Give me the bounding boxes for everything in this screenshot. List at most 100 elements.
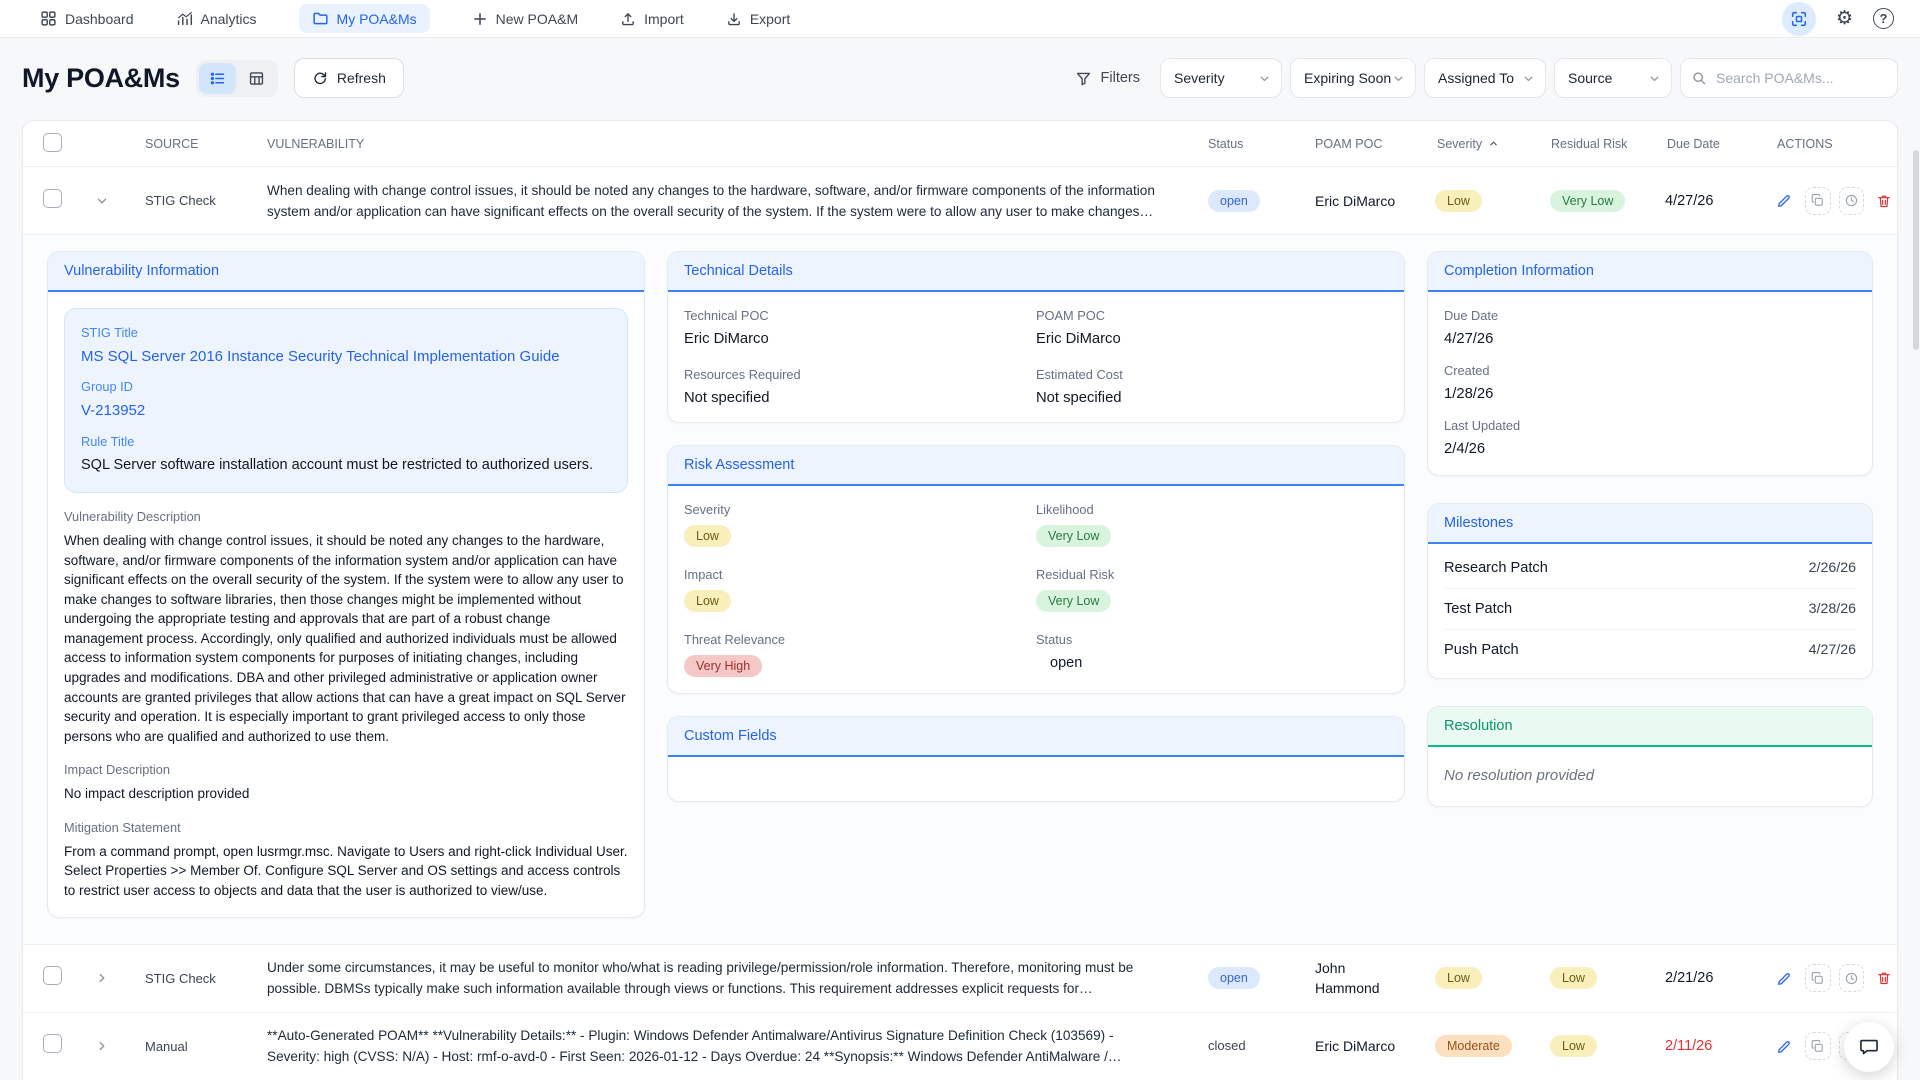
- navbar-right-icons: ⚙ ?: [1781, 1, 1894, 36]
- assigned-to-filter-dropdown[interactable]: Assigned To: [1424, 58, 1546, 98]
- row-severity-badge: Moderate: [1435, 1035, 1512, 1057]
- chevron-down-icon: [1258, 72, 1271, 85]
- column-header-severity[interactable]: Severity: [1417, 137, 1531, 151]
- custom-fields-panel: Custom Fields: [667, 716, 1405, 802]
- source-filter-dropdown[interactable]: Source: [1554, 58, 1672, 98]
- search-input[interactable]: [1716, 70, 1887, 86]
- help-icon[interactable]: ?: [1873, 8, 1894, 29]
- chevron-right-icon[interactable]: [95, 971, 125, 985]
- column-header-poam-poc: POAM POC: [1315, 136, 1383, 151]
- residual-risk-badge: Very Low: [1036, 590, 1112, 612]
- chevron-down-icon[interactable]: [95, 194, 125, 208]
- panel-title: Completion Information: [1428, 252, 1872, 292]
- impact-badge: Low: [684, 590, 731, 612]
- detail-middle-column: Technical Details Technical POC Eric DiMa…: [667, 251, 1405, 802]
- row-due-date: 4/27/26: [1665, 192, 1714, 209]
- group-id-value: V-213952: [81, 402, 146, 420]
- mitigation-statement-label: Mitigation Statement: [64, 819, 181, 835]
- nav-item-analytics[interactable]: Analytics: [176, 10, 257, 27]
- created-value: 1/28/26: [1444, 386, 1494, 402]
- milestone-row: Push Patch 4/27/26: [1444, 630, 1856, 670]
- vulnerability-description-label: Vulnerability Description: [64, 509, 201, 525]
- stig-title-label: STIG Title: [81, 325, 138, 340]
- likelihood-label: Likelihood: [1036, 502, 1094, 517]
- nav-item-my-poams[interactable]: My POA&Ms: [298, 4, 430, 33]
- last-updated-value: 2/4/26: [1444, 441, 1486, 457]
- resolution-panel: Resolution No resolution provided: [1427, 706, 1873, 807]
- threat-relevance-badge: Very High: [684, 655, 763, 677]
- scrollbar-thumb[interactable]: [1913, 150, 1919, 350]
- panel-title: Vulnerability Information: [48, 252, 644, 292]
- nav-label: Export: [749, 10, 791, 27]
- row-checkbox[interactable]: [43, 1034, 62, 1053]
- milestone-date: 2/26/26: [1808, 560, 1856, 576]
- search-icon: [1691, 70, 1707, 86]
- threat-relevance-label: Threat Relevance: [684, 632, 786, 647]
- delete-trash-icon[interactable]: [1872, 964, 1897, 992]
- table-row[interactable]: STIG Check When dealing with change cont…: [23, 167, 1897, 235]
- row-source: STIG Check: [145, 193, 216, 208]
- refresh-button[interactable]: Refresh: [293, 58, 404, 98]
- history-clock-icon[interactable]: [1838, 964, 1864, 992]
- nav-item-dashboard[interactable]: Dashboard: [40, 10, 134, 27]
- group-id-label: Group ID: [81, 379, 133, 395]
- row-residual-risk-badge: Low: [1550, 967, 1597, 989]
- technical-poc-label: Technical POC: [684, 308, 769, 323]
- milestone-date: 3/28/26: [1808, 601, 1856, 617]
- detail-right-column: Completion Information Due Date 4/27/26 C…: [1427, 251, 1873, 807]
- table-view-button[interactable]: [238, 63, 275, 94]
- row-residual-risk-badge: Low: [1550, 1035, 1597, 1057]
- panel-title: Risk Assessment: [668, 446, 1404, 486]
- poam-table-card: SOURCE VULNERABILITY Status POAM POC Sev…: [22, 120, 1898, 1080]
- estimated-cost-value: Not specified: [1036, 390, 1122, 406]
- view-toggle-group: [195, 59, 278, 97]
- expiring-soon-filter-dropdown[interactable]: Expiring Soon: [1290, 58, 1416, 98]
- poam-poc-value: Eric DiMarco: [1036, 331, 1121, 347]
- row-source: Manual: [145, 1038, 188, 1054]
- nav-item-new-poam[interactable]: New POA&M: [472, 11, 578, 27]
- dropdown-value: Assigned To: [1438, 70, 1515, 86]
- table-row[interactable]: Manual **Auto-Generated POAM** **Vulnera…: [23, 1013, 1897, 1080]
- list-view-button[interactable]: [198, 62, 236, 94]
- severity-label: Severity: [684, 502, 731, 517]
- row-actions: [1757, 186, 1897, 215]
- filter-funnel-icon: [1075, 70, 1092, 87]
- filters-button[interactable]: Filters: [1071, 70, 1152, 87]
- chat-button[interactable]: [1844, 1022, 1894, 1072]
- dropdown-value: Severity: [1174, 70, 1225, 86]
- row-status-badge: open: [1208, 967, 1260, 989]
- milestone-row: Test Patch 3/28/26: [1444, 589, 1856, 630]
- select-all-checkbox[interactable]: [43, 132, 62, 152]
- nav-item-import[interactable]: Import: [620, 11, 684, 27]
- edit-icon[interactable]: [1772, 187, 1797, 215]
- edit-icon[interactable]: [1772, 964, 1797, 992]
- edit-icon[interactable]: [1772, 1032, 1797, 1060]
- row-status-badge: closed: [1208, 1038, 1246, 1053]
- severity-filter-dropdown[interactable]: Severity: [1160, 58, 1282, 98]
- focus-mode-button[interactable]: [1781, 1, 1816, 36]
- duplicate-icon[interactable]: [1805, 1032, 1831, 1060]
- column-header-residual-risk: Residual Risk: [1551, 136, 1628, 151]
- sort-ascending-icon: [1488, 138, 1499, 149]
- settings-gear-icon[interactable]: ⚙: [1835, 8, 1853, 29]
- duplicate-icon[interactable]: [1805, 964, 1831, 992]
- milestone-name: Push Patch: [1444, 642, 1519, 658]
- risk-assessment-panel: Risk Assessment Severity Low Likelihood Ve…: [667, 445, 1405, 694]
- history-clock-icon[interactable]: [1838, 186, 1864, 215]
- row-vulnerability-text: Under some circumstances, it may be usef…: [267, 960, 1134, 996]
- dashboard-grid-icon: [40, 10, 57, 27]
- analytics-bars-icon: [176, 10, 193, 27]
- chevron-right-icon[interactable]: [95, 1039, 125, 1053]
- nav-label: Import: [644, 10, 684, 27]
- page-header: My POA&Ms Refresh: [0, 38, 1920, 114]
- nav-item-export[interactable]: Export: [726, 11, 790, 27]
- delete-trash-icon[interactable]: [1872, 187, 1897, 215]
- filter-toolbar: Filters Severity Expiring Soon Assigned …: [1071, 58, 1898, 98]
- row-checkbox[interactable]: [43, 966, 62, 985]
- nav-label: Analytics: [200, 10, 257, 27]
- row-residual-risk-badge: Very Low: [1550, 189, 1626, 212]
- duplicate-icon[interactable]: [1805, 186, 1831, 215]
- row-checkbox[interactable]: [43, 188, 62, 208]
- residual-risk-label: Residual Risk: [1036, 567, 1115, 582]
- table-row[interactable]: STIG Check Under some circumstances, it …: [23, 945, 1897, 1013]
